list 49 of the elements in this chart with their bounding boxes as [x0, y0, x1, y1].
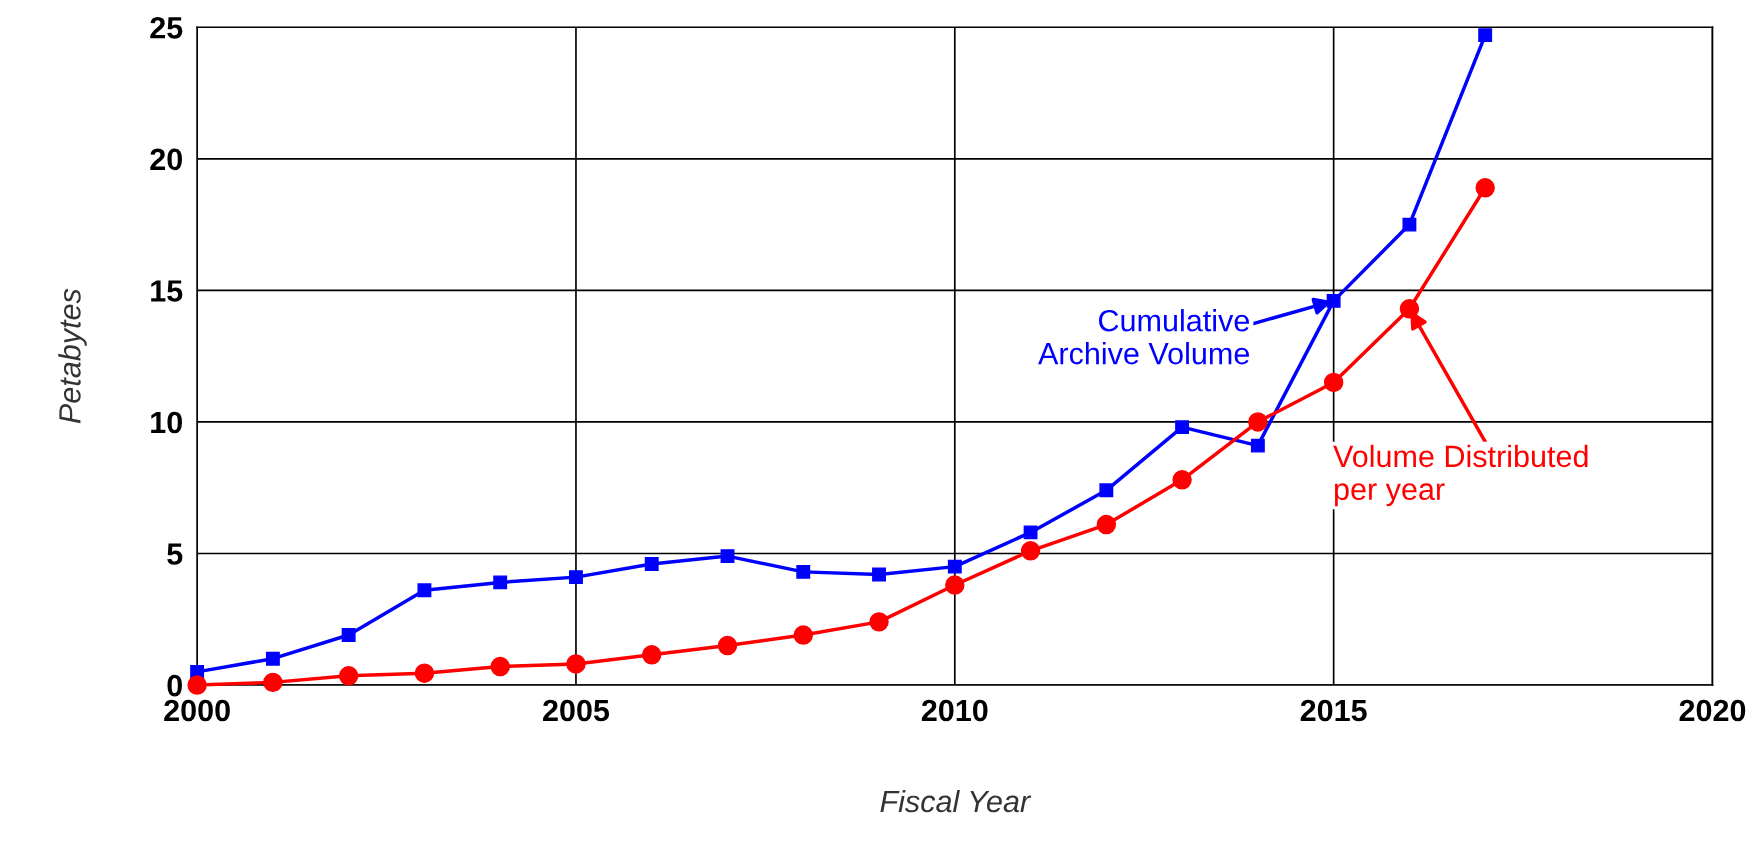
point: [1250, 438, 1265, 453]
y-tick-label: 20: [150, 148, 182, 171]
x-tick-label: 2000: [164, 699, 230, 722]
x-tick-label: 2010: [921, 699, 988, 722]
annotation: Volume Distributed per year: [1333, 444, 1588, 507]
point: [1096, 514, 1117, 535]
point: [265, 651, 280, 666]
x-axis-title: Fiscal Year: [880, 789, 1032, 813]
point: [1248, 412, 1268, 432]
point: [872, 567, 886, 582]
point: [338, 666, 359, 686]
point: [720, 549, 735, 564]
point: [341, 628, 356, 642]
y-tick-label: 0: [167, 674, 182, 697]
point: [1172, 470, 1192, 490]
x-tick-label: 2005: [543, 699, 610, 722]
point: [644, 557, 659, 571]
point: [1023, 525, 1038, 540]
point: [1402, 217, 1417, 232]
point: [717, 635, 738, 656]
point: [493, 575, 508, 590]
x-tick-label: 2020: [1679, 699, 1746, 722]
point: [1099, 483, 1114, 498]
point: [642, 645, 662, 665]
point: [417, 583, 432, 598]
point: [1475, 178, 1495, 198]
point: [945, 575, 965, 595]
point: [796, 564, 811, 579]
y-tick-label: 10: [151, 411, 182, 434]
point: [1478, 28, 1493, 43]
point: [490, 656, 510, 677]
point: [1323, 372, 1344, 393]
point: [793, 625, 813, 645]
y-axis-title: Petabytes: [58, 288, 87, 424]
x-tick-label: 2015: [1300, 699, 1367, 722]
y-tick-label: 5: [167, 543, 183, 565]
y-tick-label: 25: [150, 17, 183, 39]
point: [566, 654, 586, 674]
point: [414, 663, 435, 683]
annotation: Cumulative Archive Volume: [1038, 309, 1249, 365]
point: [263, 672, 283, 693]
point: [1175, 420, 1190, 435]
y-tick-label: 15: [151, 280, 183, 302]
point: [187, 675, 207, 695]
point: [869, 612, 889, 632]
point: [1020, 541, 1041, 561]
point: [947, 559, 962, 574]
point: [569, 570, 583, 585]
point: [1326, 293, 1341, 308]
